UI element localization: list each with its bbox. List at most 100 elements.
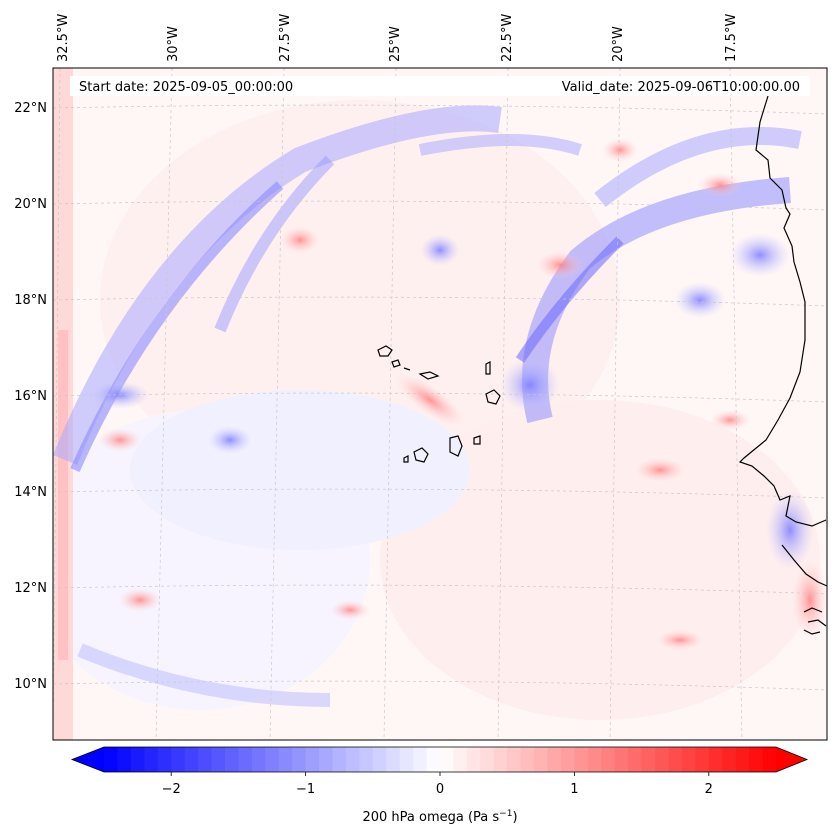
colorbar-step xyxy=(386,747,401,772)
colorbar-outline xyxy=(70,746,809,773)
colorbar-step xyxy=(426,747,441,772)
colorbar-step xyxy=(480,747,495,772)
parallel-10n xyxy=(53,680,827,691)
colorbar-step xyxy=(238,747,253,772)
island-brava xyxy=(403,455,409,463)
colorbar-step xyxy=(198,747,212,772)
lon-label-22-5w: 22.5°W xyxy=(500,14,515,62)
africa-coastline xyxy=(738,95,827,527)
senegal-gambia-coast xyxy=(781,544,827,587)
colorbar-step xyxy=(655,747,669,772)
island-sal xyxy=(485,361,491,375)
meridian-32-5w xyxy=(53,68,61,740)
meridian-17-5w xyxy=(729,68,743,740)
colorbar-step xyxy=(722,747,737,772)
colorbar-step xyxy=(117,747,132,772)
lon-label-27-5w: 27.5°W xyxy=(278,14,293,62)
lon-label-17-5w: 17.5°W xyxy=(724,14,739,62)
colorbar-step xyxy=(359,747,374,772)
lat-label-14n: 14°N xyxy=(14,485,47,500)
date-banner xyxy=(70,76,810,96)
omega-field xyxy=(53,68,827,740)
colorbar-tick-label: −1 xyxy=(296,782,315,797)
colorbar-step xyxy=(292,747,306,772)
meridian-22-5w xyxy=(497,68,509,740)
island-fogo xyxy=(413,447,429,463)
meridian-20w xyxy=(609,68,621,740)
colorbar: −2 −1 0 1 2 200 hPa omega (Pa s−1) xyxy=(70,746,809,825)
colorbar-ticks: −2 −1 0 1 2 xyxy=(162,772,713,797)
lat-label-12n: 12°N xyxy=(14,581,47,596)
colorbar-step xyxy=(278,747,293,772)
colorbar-step xyxy=(681,747,696,772)
colorbar-step xyxy=(749,747,763,772)
parallel-12n xyxy=(53,584,827,595)
colorbar-step xyxy=(587,747,602,772)
lat-label-18n: 18°N xyxy=(14,293,47,308)
island-santo-antao xyxy=(377,345,393,357)
colorbar-tick-label: 1 xyxy=(570,782,578,797)
colorbar-tick-label: 2 xyxy=(705,782,713,797)
meridian-27-5w xyxy=(269,68,285,740)
colorbar-step xyxy=(668,747,683,772)
colorbar-step xyxy=(104,747,118,772)
island-santiago xyxy=(449,435,463,457)
colorbar-step xyxy=(332,747,347,772)
lon-label-30w: 30°W xyxy=(166,26,181,62)
colorbar-step xyxy=(762,747,777,772)
map-panel: Start date: 2025-09-05_00:00:00 Valid_da… xyxy=(53,68,827,740)
graticule xyxy=(53,68,827,740)
lat-label-16n: 16°N xyxy=(14,389,47,404)
start-date-label: Start date: 2025-09-05_00:00:00 xyxy=(79,80,293,95)
colorbar-step xyxy=(641,747,656,772)
colorbar-step xyxy=(144,747,159,772)
colorbar-tick-label: −2 xyxy=(162,782,181,797)
colorbar-step xyxy=(453,747,468,772)
colorbar-step xyxy=(224,747,239,772)
colorbar-tick-label: 0 xyxy=(436,782,444,797)
colorbar-step xyxy=(601,747,616,772)
colorbar-step xyxy=(560,747,575,772)
colorbar-step xyxy=(372,747,387,772)
colorbar-steps xyxy=(104,747,777,772)
colorbar-extend-high xyxy=(776,747,807,772)
colorbar-step xyxy=(130,747,145,772)
island-boa-vista xyxy=(485,389,501,405)
parallel-18n xyxy=(53,296,827,307)
colorbar-step xyxy=(157,747,172,772)
colorbar-extend-low xyxy=(72,747,104,772)
colorbar-step xyxy=(440,747,454,772)
parallel-16n xyxy=(53,392,827,403)
longitude-labels: 32.5°W 30°W 27.5°W 25°W 22.5°W 20°W 17.5… xyxy=(56,14,739,62)
colorbar-step xyxy=(574,747,589,772)
parallel-14n xyxy=(53,488,827,499)
colorbar-step xyxy=(708,747,723,772)
lon-label-20w: 20°W xyxy=(611,26,626,62)
lat-label-22n: 22°N xyxy=(14,101,47,116)
guinea-bissau-islands xyxy=(803,607,827,635)
colorbar-step xyxy=(251,747,266,772)
lon-label-25w: 25°W xyxy=(388,26,403,62)
colorbar-step xyxy=(399,747,414,772)
colorbar-step xyxy=(520,747,535,772)
colorbar-step xyxy=(534,747,548,772)
map-frame xyxy=(52,67,828,741)
parallel-20n xyxy=(53,200,827,211)
latitude-labels: 22°N 20°N 18°N 16°N 14°N 12°N 10°N xyxy=(14,101,47,692)
coastlines xyxy=(377,95,827,635)
colorbar-step xyxy=(695,747,710,772)
valid-date-label: Valid_date: 2025-09-06T10:00:00.00 xyxy=(562,80,800,95)
island-maio xyxy=(473,435,481,445)
meridian-25w xyxy=(383,68,397,740)
colorbar-step xyxy=(319,747,333,772)
island-sao-nicolau xyxy=(418,371,440,380)
colorbar-step xyxy=(305,747,320,772)
colorbar-step xyxy=(211,747,226,772)
colorbar-step xyxy=(184,747,199,772)
colorbar-step xyxy=(547,747,562,772)
island-santa-luzia xyxy=(403,367,411,371)
lat-label-10n: 10°N xyxy=(14,677,47,692)
colorbar-step xyxy=(345,747,360,772)
colorbar-step xyxy=(265,747,280,772)
